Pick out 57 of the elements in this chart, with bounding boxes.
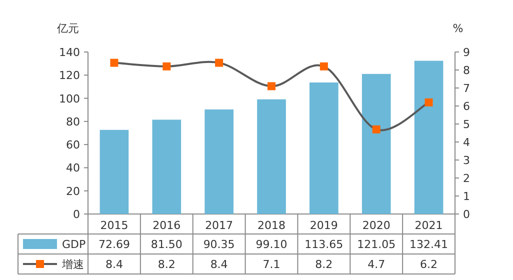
- y2-tick-label: 4: [463, 136, 470, 149]
- legend-label: 增速: [61, 258, 84, 271]
- x-tick-label: 2020: [362, 219, 390, 232]
- y2-tick-label: 8: [463, 64, 470, 77]
- data-label: 6.2: [420, 258, 438, 271]
- y-tick-label: 20: [66, 184, 80, 198]
- bar: [414, 60, 444, 214]
- y-tick-label: 40: [66, 162, 80, 175]
- point: [268, 82, 276, 90]
- data-label: 121.05: [357, 238, 396, 251]
- point: [320, 62, 328, 70]
- bar: [152, 120, 182, 214]
- x-tick-label: 2017: [205, 219, 234, 232]
- bar: [362, 74, 391, 214]
- bar: [100, 130, 129, 214]
- data-label: 72.69: [98, 238, 130, 251]
- data-label: 8.2: [315, 258, 333, 271]
- y-tick-label: 80: [66, 115, 80, 128]
- y2-tick-label: 7: [463, 82, 470, 95]
- y2-axis-title: %: [452, 22, 464, 35]
- data-label: 99.10: [256, 238, 288, 251]
- x-tick-label: 2021: [414, 219, 443, 232]
- data-label: 81.50: [150, 238, 182, 251]
- data-label: 113.65: [304, 238, 344, 251]
- point: [110, 58, 118, 67]
- x-tick-label: 2018: [258, 219, 286, 232]
- data-label: 90.35: [203, 238, 235, 251]
- y2-tick-label: 5: [463, 118, 470, 131]
- data-label: 8.2: [158, 258, 176, 271]
- y2-tick-label: 0: [463, 208, 470, 221]
- point: [424, 98, 433, 106]
- data-label: 8.4: [210, 258, 228, 271]
- bar: [204, 109, 234, 214]
- y-tick-label: 140: [59, 46, 80, 59]
- y2-tick-label: 2: [463, 172, 470, 185]
- y-tick-label: 0: [73, 208, 80, 221]
- x-tick-label: 2015: [100, 219, 128, 232]
- bar: [257, 99, 286, 214]
- bar: [310, 82, 338, 214]
- y2-tick-label: 9: [463, 46, 470, 59]
- data-label: 4.7: [368, 258, 386, 271]
- data-label: 7.1: [262, 258, 280, 271]
- y-axis-title: 亿元: [56, 22, 79, 35]
- y2-tick-label: 1: [463, 190, 470, 203]
- y2-tick-label: 3: [463, 154, 470, 167]
- point: [372, 125, 380, 134]
- x-tick-label: 2019: [310, 219, 338, 232]
- point: [162, 62, 171, 70]
- data-label: 8.4: [105, 258, 123, 271]
- data-label: 132.41: [410, 238, 448, 251]
- point: [215, 58, 224, 67]
- y-tick-label: 100: [59, 92, 80, 106]
- legend-label: GDP: [62, 238, 86, 251]
- y-tick-label: 120: [59, 69, 80, 82]
- y-tick-label: 60: [66, 138, 80, 152]
- y2-tick-label: 6: [463, 100, 470, 113]
- x-tick-label: 2016: [152, 219, 181, 232]
